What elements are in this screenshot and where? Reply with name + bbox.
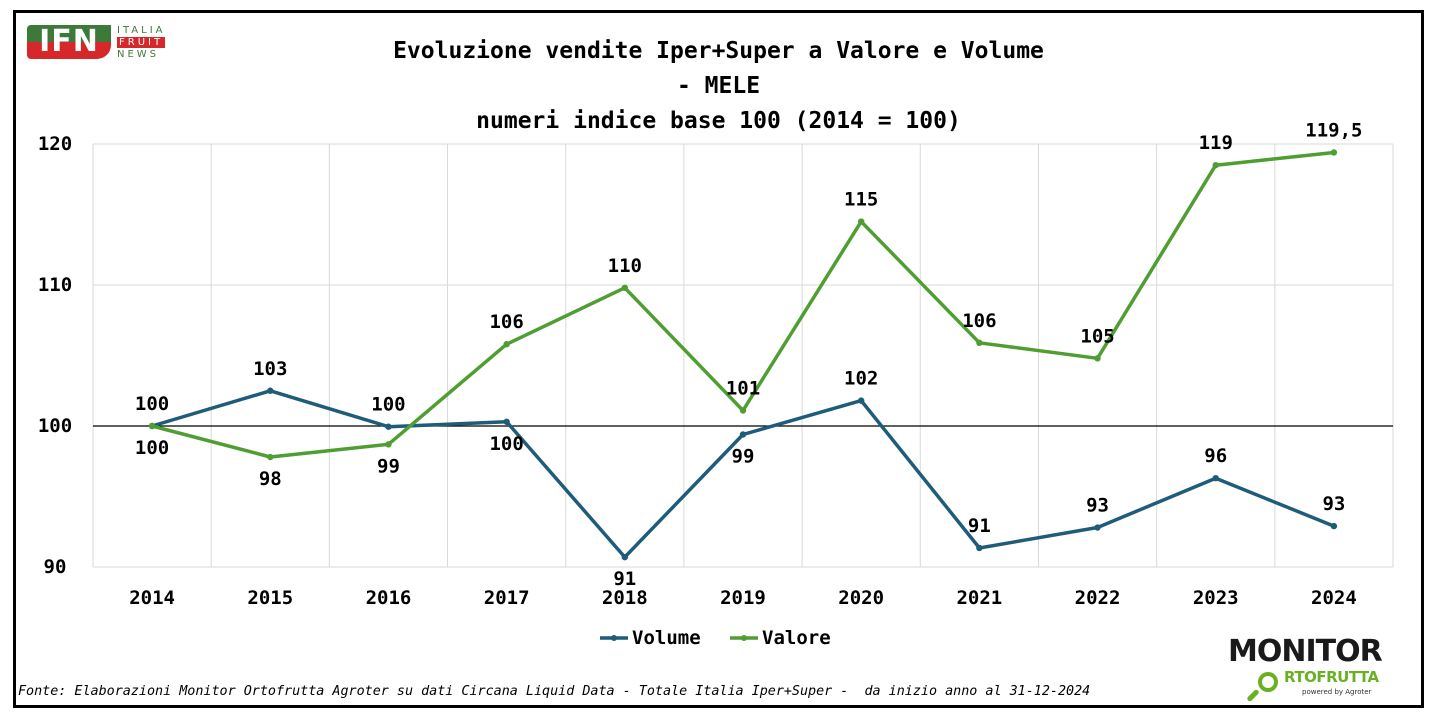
data-point-valore-2023 (1212, 161, 1219, 169)
legend-marker-valore (741, 635, 747, 641)
data-point-valore-2019 (739, 407, 747, 414)
data-point-valore-2021 (976, 339, 983, 347)
data-point-valore-2016 (385, 441, 392, 448)
data-point-volume-2017 (503, 418, 510, 425)
ifn-wordmark: ITALIA FRUIT NEWS (117, 25, 166, 61)
data-label-valore-2024: 119,5 (1305, 119, 1362, 141)
x-tick-label-2024: 2024 (1311, 587, 1357, 609)
data-point-volume-2022 (1094, 524, 1101, 531)
data-label-volume-2016: 100 (371, 394, 405, 416)
y-tick-label-90: 90 (44, 556, 67, 578)
data-point-valore-2014 (148, 422, 156, 430)
data-label-valore-2014: 100 (135, 437, 169, 459)
legend-label-valore: Valore (762, 627, 831, 649)
data-point-valore-2017 (503, 341, 510, 348)
chart-title-line-3: numeri indice base 100 (2014 = 100) (476, 108, 961, 134)
data-label-valore-2015: 98 (259, 468, 282, 490)
ifn-word-fruit-row: FRUIT (117, 37, 166, 49)
data-label-volume-2021: 91 (968, 515, 991, 537)
data-point-volume-2019 (739, 431, 747, 438)
x-tick-label-2018: 2018 (602, 587, 648, 609)
data-point-volume-2024 (1330, 522, 1338, 530)
x-tick-label-2017: 2017 (484, 587, 530, 609)
data-label-volume-2020: 102 (844, 368, 878, 390)
data-point-valore-2022 (1094, 355, 1101, 362)
data-point-volume-2016 (385, 423, 392, 430)
data-point-valore-2024 (1330, 149, 1338, 156)
chart-title: Evoluzione vendite Iper+Super a Valore e… (0, 34, 1437, 139)
data-point-valore-2018 (621, 284, 629, 292)
monitor-wordmark: MONITOR (1228, 634, 1383, 669)
x-tick-label-2015: 2015 (247, 587, 293, 609)
data-point-volume-2021 (976, 544, 983, 552)
data-point-volume-2018 (621, 553, 629, 561)
data-label-valore-2019: 101 (726, 377, 760, 399)
data-point-volume-2020 (857, 397, 865, 404)
y-tick-label-110: 110 (38, 274, 72, 296)
legend-marker-volume (611, 635, 617, 641)
data-point-volume-2015 (267, 387, 274, 394)
ifn-word-italia: ITALIA (117, 25, 166, 36)
ifn-word-news: NEWS (117, 49, 160, 60)
data-label-volume-2019: 99 (732, 445, 755, 467)
data-label-valore-2017: 106 (489, 311, 523, 333)
ortofrutta-wordmark: RTOFRUTTA (1284, 668, 1379, 686)
data-point-valore-2015 (267, 453, 274, 461)
x-tick-label-2023: 2023 (1193, 587, 1239, 609)
x-tick-label-2016: 2016 (366, 587, 412, 609)
chart-title-line-1: Evoluzione vendite Iper+Super a Valore e… (393, 38, 1044, 64)
data-label-valore-2018: 110 (608, 255, 642, 277)
y-tick-label-120: 120 (38, 133, 72, 155)
powered-by-agroter: powered by Agroter (1302, 688, 1372, 696)
data-label-volume-2023: 96 (1204, 445, 1227, 467)
data-label-volume-2022: 93 (1086, 495, 1109, 517)
data-label-volume-2014: 100 (135, 393, 169, 415)
data-point-valore-2020 (857, 218, 865, 225)
italia-fruit-news-logo: IFN ITALIA FRUIT NEWS (27, 25, 172, 63)
x-tick-label-2021: 2021 (956, 587, 1002, 609)
source-note: Fonte: Elaborazioni Monitor Ortofrutta A… (18, 684, 1091, 699)
legend-label-volume: Volume (632, 627, 701, 649)
data-label-valore-2023: 119 (1199, 132, 1233, 154)
x-tick-label-2022: 2022 (1075, 587, 1121, 609)
data-label-volume-2024: 93 (1322, 493, 1345, 515)
data-label-volume-2017: 100 (489, 433, 523, 455)
data-label-valore-2021: 106 (962, 310, 996, 332)
x-tick-label-2019: 2019 (720, 587, 766, 609)
ifn-word-fruit: FRUIT (117, 37, 166, 48)
chart-title-line-2: - MELE (676, 73, 761, 99)
data-label-volume-2015: 103 (253, 358, 287, 380)
data-label-valore-2020: 115 (844, 189, 878, 211)
chart-frame (13, 10, 1424, 708)
y-tick-label-100: 100 (38, 415, 72, 437)
data-label-volume-2018: 91 (613, 568, 636, 590)
monitor-ortofrutta-logo: MONITOR RTOFRUTTA powered by Agroter (1228, 634, 1418, 703)
ifn-badge: IFN (27, 25, 111, 59)
x-tick-label-2020: 2020 (838, 587, 884, 609)
x-tick-label-2014: 2014 (129, 587, 175, 609)
magnifier-icon (1258, 672, 1278, 692)
data-label-valore-2022: 105 (1080, 325, 1114, 347)
data-point-volume-2023 (1212, 474, 1219, 482)
data-label-valore-2016: 99 (377, 455, 400, 477)
ifn-badge-text: IFN (39, 25, 99, 59)
